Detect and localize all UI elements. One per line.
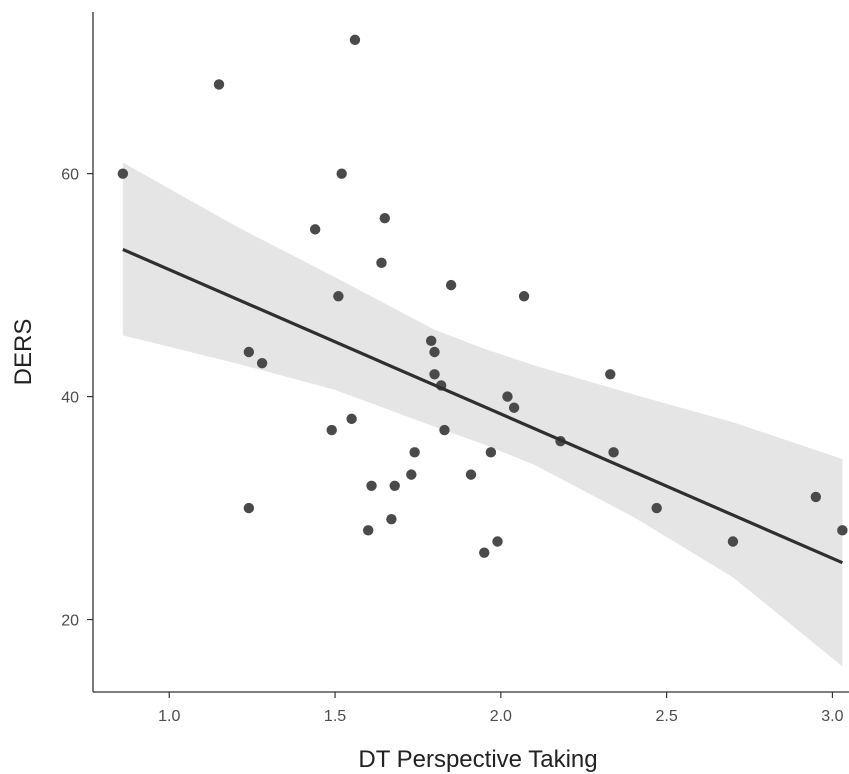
data-point — [429, 369, 440, 380]
data-point — [376, 257, 387, 269]
data-point — [445, 279, 457, 291]
data-point — [608, 447, 619, 458]
data-point — [492, 536, 503, 547]
y-tick-label: 20 — [61, 613, 79, 630]
data-point — [386, 514, 397, 525]
data-point — [409, 447, 420, 458]
data-point — [518, 291, 530, 302]
data-point — [837, 525, 848, 536]
axes — [92, 12, 849, 693]
data-point — [309, 224, 321, 235]
data-point — [502, 391, 513, 402]
data-point — [810, 491, 822, 503]
data-point — [243, 346, 255, 358]
data-point — [346, 413, 357, 425]
data-point — [465, 469, 477, 480]
data-point — [485, 447, 497, 458]
data-point — [366, 480, 377, 491]
x-tick-label: 1.5 — [324, 708, 346, 725]
regression-line — [122, 247, 844, 565]
data-point — [389, 480, 400, 491]
data-point — [349, 34, 361, 46]
confidence-band-layer — [122, 162, 843, 667]
data-point — [243, 502, 255, 514]
data-point — [479, 547, 490, 558]
x-tick-label: 2.5 — [656, 708, 678, 725]
data-point — [439, 424, 450, 436]
data-point — [336, 168, 347, 179]
data-point — [605, 369, 616, 380]
x-tick-label: 2.0 — [490, 708, 512, 725]
data-point — [256, 357, 268, 369]
data-point — [426, 335, 437, 347]
data-point — [406, 469, 417, 480]
data-point — [117, 168, 129, 179]
x-tick-label: 3.0 — [821, 708, 843, 725]
data-point — [213, 79, 225, 90]
y-tick-label: 60 — [61, 167, 79, 184]
data-point — [363, 525, 374, 536]
ticks: 1.0 1.5 2.0 2.5 3.0 20 40 60 — [61, 167, 843, 725]
data-point — [379, 213, 390, 224]
y-tick-label: 40 — [61, 390, 79, 407]
x-tick-label: 1.0 — [158, 708, 180, 725]
y-axis-title: DERS — [10, 319, 37, 386]
data-point — [508, 402, 520, 413]
confidence-band — [122, 162, 843, 667]
data-point — [651, 502, 662, 514]
regression-line-layer — [122, 247, 844, 565]
data-point — [333, 291, 344, 302]
data-point — [727, 536, 739, 547]
x-axis-title: DT Perspective Taking — [358, 746, 597, 773]
data-point — [326, 424, 337, 436]
data-point — [429, 346, 440, 358]
